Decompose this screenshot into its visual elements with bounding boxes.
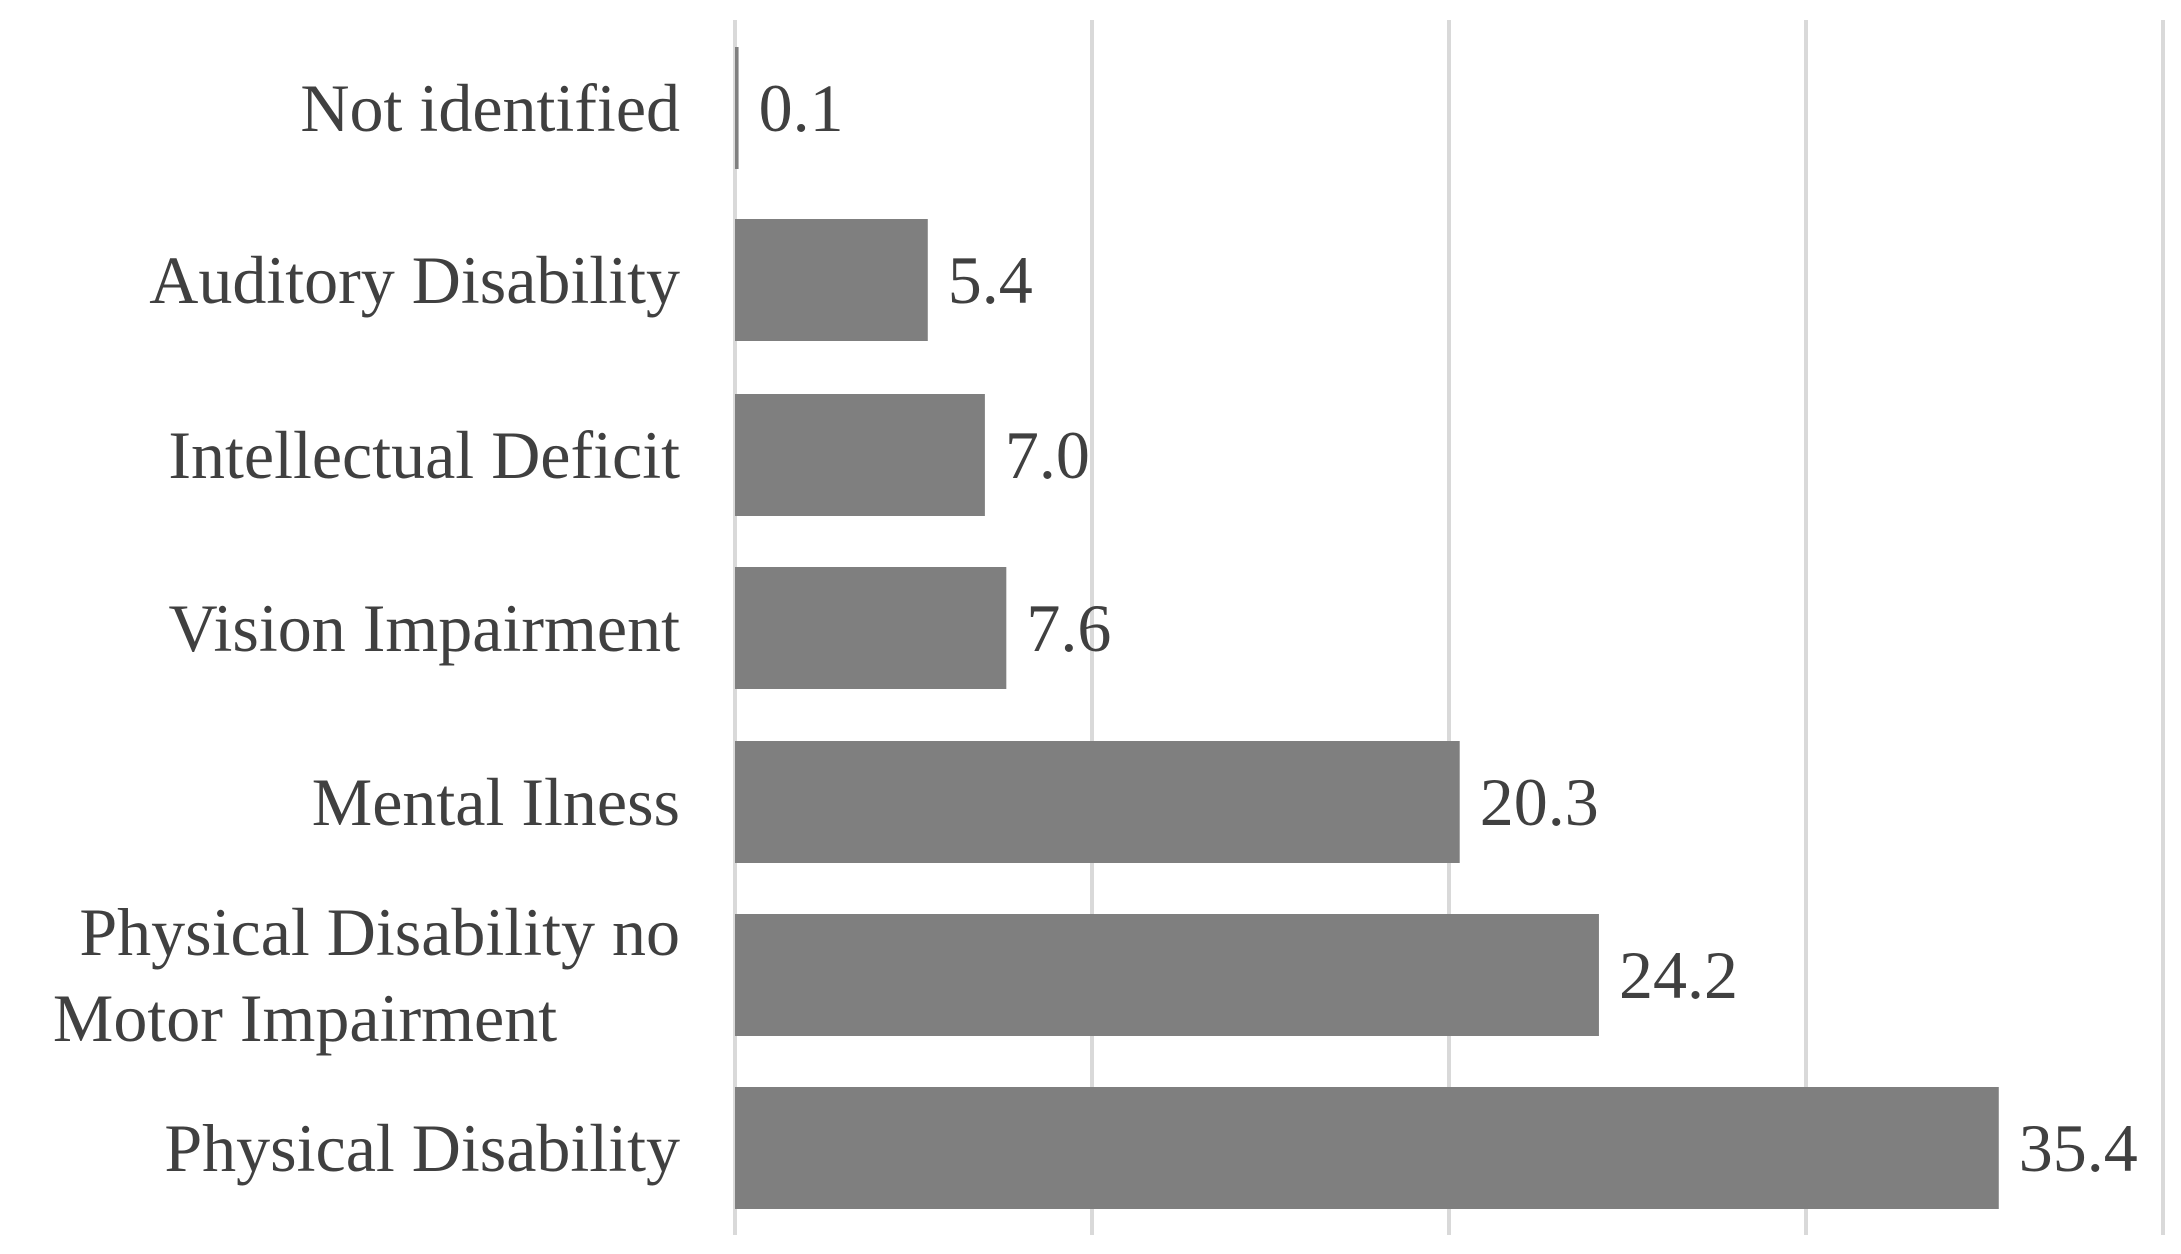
bar-physical-disability-no-motor-impairment bbox=[735, 914, 1599, 1036]
value-labels: 0.1 5.4 7.0 7.6 20.3 24.2 35.4 bbox=[759, 70, 2138, 1186]
category-label-line: Not identified bbox=[300, 70, 680, 146]
category-label-line: Intellectual Deficit bbox=[168, 417, 680, 493]
category-label-line: Vision Impairment bbox=[169, 590, 681, 666]
category-labels: Not identified Auditory Disability Intelle… bbox=[53, 70, 680, 1186]
chart-bars bbox=[735, 47, 1999, 1209]
value-label-vision-impairment: 7.6 bbox=[1026, 590, 1111, 666]
category-label-line: Physical Disability bbox=[164, 1110, 680, 1186]
value-label-physical-disability-no-motor-impairment: 24.2 bbox=[1619, 937, 1738, 1013]
bar-intellectual-deficit bbox=[735, 394, 985, 516]
category-label-not-identified: Not identified bbox=[300, 70, 680, 146]
category-label-line: Mental Ilness bbox=[312, 764, 680, 840]
bar-auditory-disability bbox=[735, 219, 928, 341]
category-label-line: Motor Impairment bbox=[53, 980, 557, 1056]
category-label-mental-ilness: Mental Ilness bbox=[312, 764, 680, 840]
bar-not-identified bbox=[735, 47, 739, 169]
category-label-line: Physical Disability no bbox=[79, 894, 680, 970]
bar-physical-disability bbox=[735, 1087, 1999, 1209]
category-label-physical-disability: Physical Disability bbox=[164, 1110, 680, 1186]
value-label-mental-ilness: 20.3 bbox=[1480, 764, 1599, 840]
value-label-physical-disability: 35.4 bbox=[2019, 1110, 2138, 1186]
category-label-physical-disability-no-motor-impairment: Physical Disability no Motor Impairment bbox=[53, 894, 680, 1056]
category-label-intellectual-deficit: Intellectual Deficit bbox=[168, 417, 680, 493]
bar-vision-impairment bbox=[735, 567, 1007, 689]
category-label-vision-impairment: Vision Impairment bbox=[169, 590, 681, 666]
value-label-intellectual-deficit: 7.0 bbox=[1005, 417, 1090, 493]
value-label-auditory-disability: 5.4 bbox=[948, 242, 1033, 318]
category-label-auditory-disability: Auditory Disability bbox=[149, 242, 680, 318]
bar-mental-ilness bbox=[735, 741, 1460, 863]
category-label-line: Auditory Disability bbox=[149, 242, 680, 318]
value-label-not-identified: 0.1 bbox=[759, 70, 844, 146]
